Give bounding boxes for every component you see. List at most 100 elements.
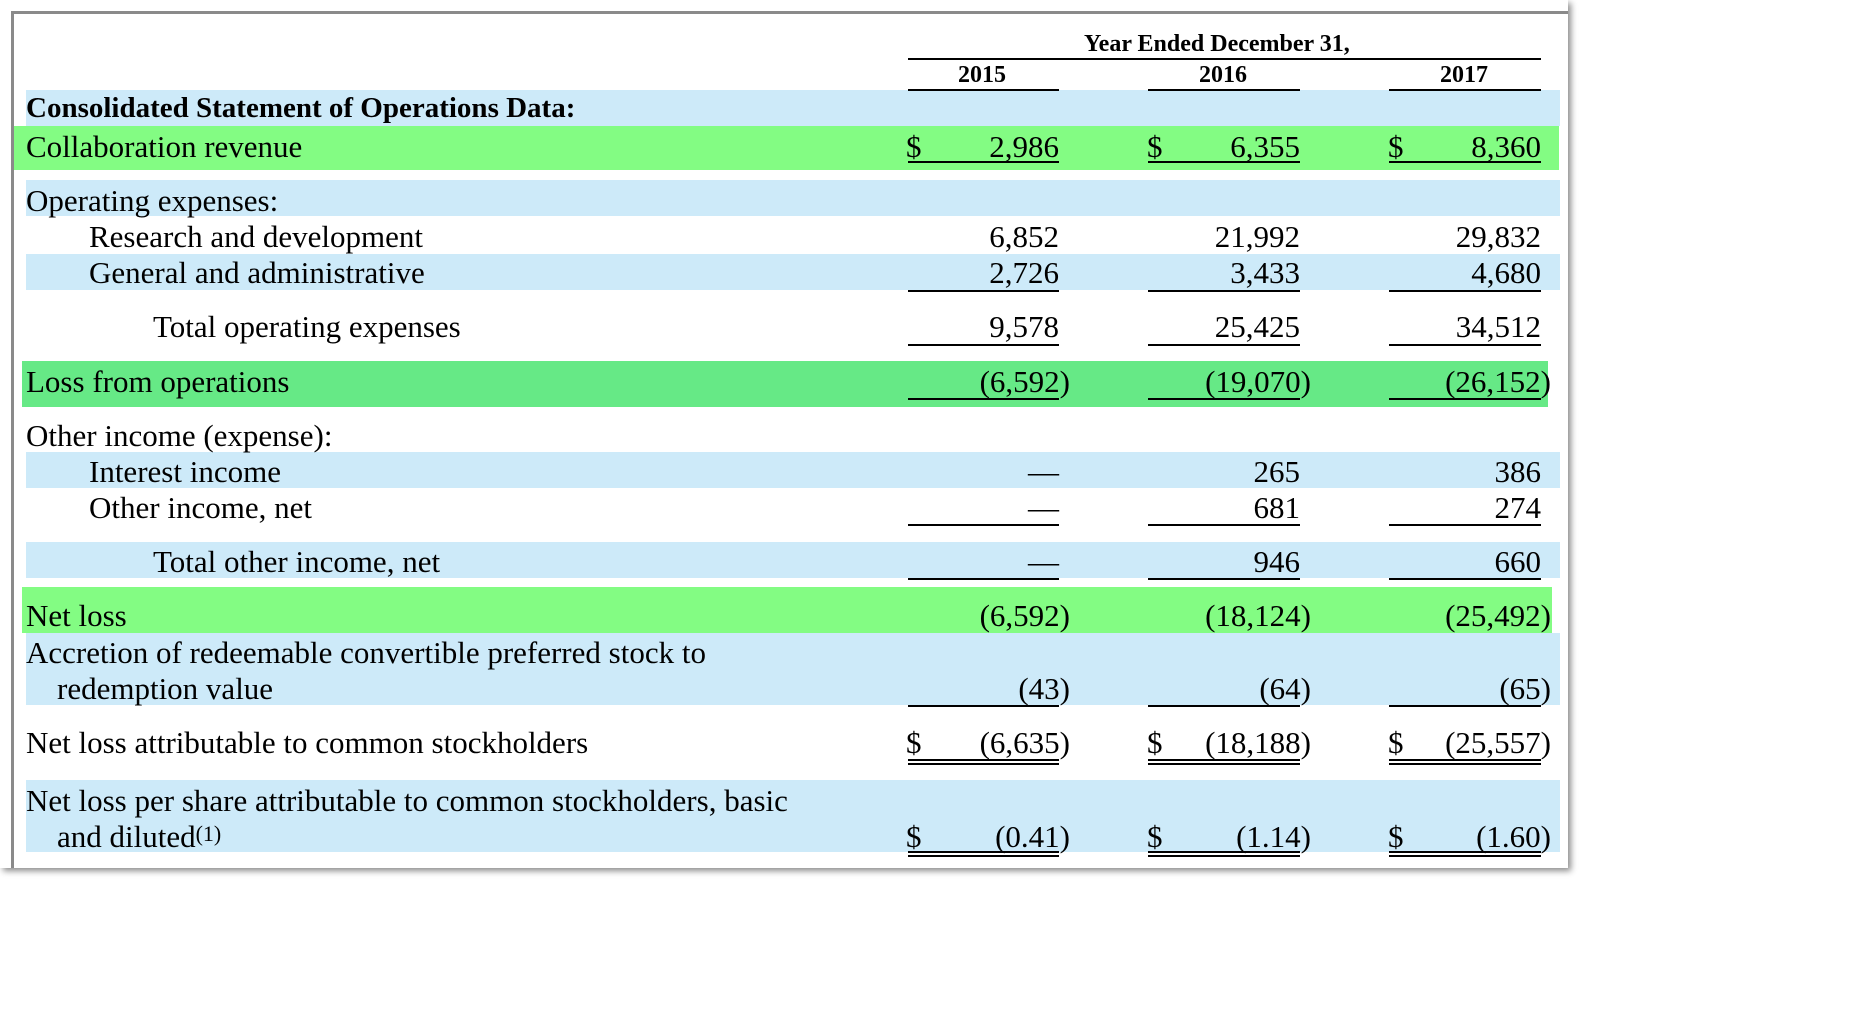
- total-other-rule-2017: [1389, 578, 1541, 580]
- dollar-sign: $: [906, 129, 922, 164]
- total-other-rule-2016: [1148, 578, 1300, 580]
- eps-double-rule-2015: [908, 851, 1059, 857]
- row-highlight-net-loss: [22, 587, 1552, 633]
- label-eps-line2-text: and diluted: [57, 819, 196, 854]
- value-accretion-2016: (64): [1259, 671, 1311, 706]
- dollar-sign: $: [906, 725, 922, 760]
- label-accretion-line1: Accretion of redeemable convertible pref…: [26, 635, 706, 670]
- header-span-rule: [908, 58, 1541, 60]
- label-eps-line2: and diluted(1): [57, 821, 221, 852]
- row-highlight-collab: [14, 126, 1559, 170]
- value-nl-common-2015: (6,635): [979, 725, 1070, 760]
- value-loss-ops-2016: (19,070): [1205, 364, 1311, 399]
- nl-common-double-rule-2016: [1148, 759, 1300, 765]
- collab-rule-2017: [1389, 161, 1541, 163]
- total-opex-rule-2017: [1389, 344, 1541, 346]
- frame-left-border: [11, 11, 14, 868]
- other-rule-2017: [1389, 524, 1541, 526]
- value-nl-common-2016: (18,188): [1205, 725, 1311, 760]
- row-band-total-other: [26, 542, 1560, 578]
- value-rnd-2016: 21,992: [1214, 219, 1300, 254]
- nl-common-double-rule-2015: [908, 759, 1059, 765]
- opex-rule-2015: [908, 290, 1059, 292]
- row-band-opex-heading: [26, 180, 1560, 216]
- dollar-sign: $: [1147, 725, 1163, 760]
- value-total-other-2015: —: [1028, 544, 1059, 579]
- value-interest-2017: 386: [1494, 454, 1542, 489]
- dollar-sign: $: [1147, 819, 1163, 854]
- frame-top-border: [14, 11, 1568, 14]
- dollar-sign: $: [1388, 819, 1404, 854]
- value-net-loss-2017: (25,492): [1445, 598, 1551, 633]
- row-band-accretion: [26, 633, 1560, 705]
- value-eps-2016: (1.14): [1236, 819, 1311, 854]
- year-2016: 2016: [1199, 62, 1247, 88]
- year-rule-2017: [1389, 89, 1541, 91]
- dollar-sign: $: [906, 819, 922, 854]
- value-other-net-2015: —: [1028, 490, 1059, 525]
- dollar-sign: $: [1388, 129, 1404, 164]
- year-rule-2016: [1148, 89, 1300, 91]
- other-rule-2016: [1148, 524, 1300, 526]
- label-interest-income: Interest income: [89, 454, 281, 489]
- value-rnd-2017: 29,832: [1455, 219, 1541, 254]
- label-research-development: Research and development: [89, 219, 423, 254]
- collab-rule-2015: [908, 161, 1059, 163]
- opex-rule-2016: [1148, 290, 1300, 292]
- row-band-section-title: [26, 90, 1560, 126]
- value-collab-2017: 8,360: [1471, 129, 1541, 164]
- accretion-rule-2016: [1148, 705, 1300, 707]
- label-net-loss: Net loss: [26, 598, 127, 633]
- value-gna-2015: 2,726: [989, 255, 1059, 290]
- label-collaboration-revenue: Collaboration revenue: [26, 129, 303, 164]
- value-interest-2016: 265: [1253, 454, 1301, 489]
- label-operating-expenses: Operating expenses:: [26, 183, 279, 218]
- total-opex-rule-2015: [908, 344, 1059, 346]
- value-net-loss-2015: (6,592): [979, 598, 1070, 633]
- row-band-eps: [26, 780, 1560, 852]
- document-frame: Year Ended December 31, 2015 2016 2017 C…: [11, 11, 1568, 868]
- value-loss-ops-2015: (6,592): [979, 364, 1070, 399]
- year-2017: 2017: [1440, 62, 1488, 88]
- value-total-opex-2016: 25,425: [1214, 309, 1300, 344]
- value-total-other-2016: 946: [1253, 544, 1301, 579]
- total-other-rule-2015: [908, 578, 1059, 580]
- value-net-loss-2016: (18,124): [1205, 598, 1311, 633]
- label-general-administrative: General and administrative: [89, 255, 425, 290]
- label-accretion-line2: redemption value: [57, 671, 274, 706]
- value-nl-common-2017: (25,557): [1445, 725, 1551, 760]
- label-net-loss-common: Net loss attributable to common stockhol…: [26, 725, 589, 760]
- loss-ops-rule-2015: [908, 398, 1059, 400]
- value-total-opex-2015: 9,578: [989, 309, 1059, 344]
- value-total-opex-2017: 34,512: [1455, 309, 1541, 344]
- value-eps-2017: (1.60): [1476, 819, 1551, 854]
- collab-rule-2016: [1148, 161, 1300, 163]
- value-gna-2017: 4,680: [1471, 255, 1541, 290]
- eps-double-rule-2016: [1148, 851, 1300, 857]
- year-2015: 2015: [958, 62, 1006, 88]
- value-gna-2016: 3,433: [1230, 255, 1300, 290]
- value-collab-2016: 6,355: [1230, 129, 1300, 164]
- value-interest-2015: —: [1028, 454, 1059, 489]
- accretion-rule-2015: [908, 705, 1059, 707]
- dollar-sign: $: [1147, 129, 1163, 164]
- row-band-gna: [26, 254, 1560, 290]
- label-other-income-expense: Other income (expense):: [26, 418, 333, 453]
- opex-rule-2017: [1389, 290, 1541, 292]
- loss-ops-rule-2017: [1389, 398, 1541, 400]
- row-band-interest: [26, 452, 1560, 488]
- value-accretion-2015: (43): [1018, 671, 1070, 706]
- year-rule-2015: [908, 89, 1059, 91]
- label-total-operating-expenses: Total operating expenses: [153, 309, 461, 344]
- label-eps-line1: Net loss per share attributable to commo…: [26, 783, 788, 818]
- other-rule-2015: [908, 524, 1059, 526]
- eps-double-rule-2017: [1389, 851, 1541, 857]
- label-total-other-income: Total other income, net: [153, 544, 441, 579]
- label-loss-from-operations: Loss from operations: [26, 364, 290, 399]
- value-accretion-2017: (65): [1499, 671, 1551, 706]
- label-other-income-net: Other income, net: [89, 490, 312, 525]
- value-total-other-2017: 660: [1494, 544, 1542, 579]
- loss-ops-rule-2016: [1148, 398, 1300, 400]
- value-collab-2015: 2,986: [989, 129, 1059, 164]
- value-eps-2015: (0.41): [995, 819, 1070, 854]
